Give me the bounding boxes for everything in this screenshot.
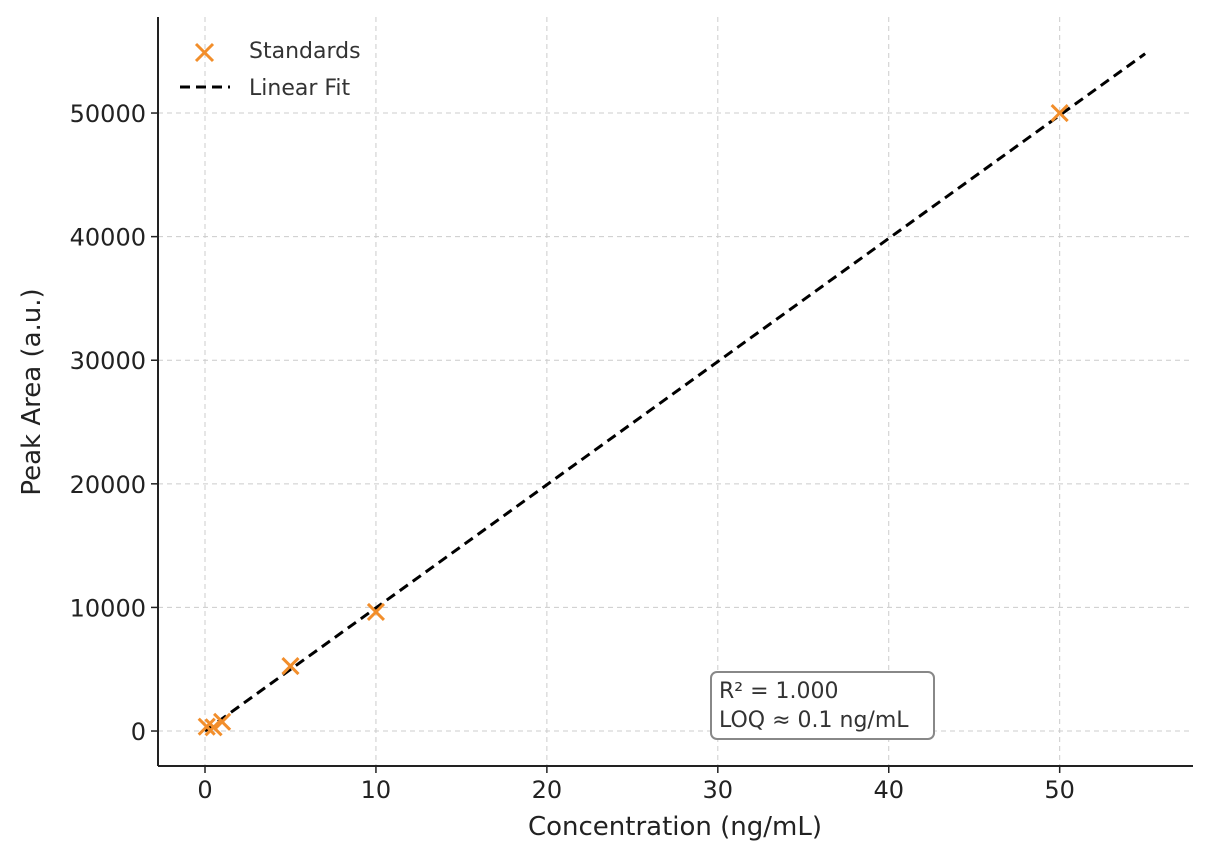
standard-point: [281, 656, 300, 676]
y-tick-label: 0: [131, 718, 146, 746]
grid: [158, 17, 1193, 766]
legend-label-fit: Linear Fit: [249, 76, 351, 101]
annotation-loq: LOQ ≈ 0.1 ng/mL: [719, 708, 909, 733]
x-tick-label: 30: [703, 776, 734, 804]
legend-label-standards: Standards: [249, 39, 361, 64]
y-tick-label: 10000: [70, 594, 146, 622]
x-tick-label: 40: [873, 776, 904, 804]
standard-point: [204, 718, 223, 737]
ticks: 0 10 20 30 40 50 0 10000 20000 30000 40000 50000: [70, 100, 1075, 804]
linear-fit-line: [204, 52, 1147, 733]
x-axis-label: Concentration (ng/mL): [528, 812, 822, 842]
y-tick-label: 40000: [70, 224, 146, 252]
y-axis-label: Peak Area (a.u.): [17, 288, 47, 495]
y-tick-label: 20000: [70, 471, 146, 499]
x-tick-label: 0: [197, 776, 212, 804]
annotation-box: R² = 1.000 LOQ ≈ 0.1 ng/mL: [710, 671, 935, 740]
x-tick-label: 20: [532, 776, 563, 804]
legend-marker-standards: [194, 42, 215, 63]
y-tick-label: 30000: [70, 347, 146, 375]
standard-point: [213, 712, 232, 731]
annotation-r2: R² = 1.000: [719, 679, 839, 704]
standard-point: [197, 717, 216, 736]
standard-point: [1050, 103, 1069, 123]
x-tick-label: 50: [1044, 776, 1075, 804]
axes: [157, 17, 1193, 767]
x-tick-label: 10: [361, 776, 392, 804]
standard-point: [366, 602, 386, 622]
y-tick-label: 50000: [70, 100, 146, 128]
marks: [197, 52, 1147, 737]
legend: Standards Linear Fit: [180, 39, 361, 101]
